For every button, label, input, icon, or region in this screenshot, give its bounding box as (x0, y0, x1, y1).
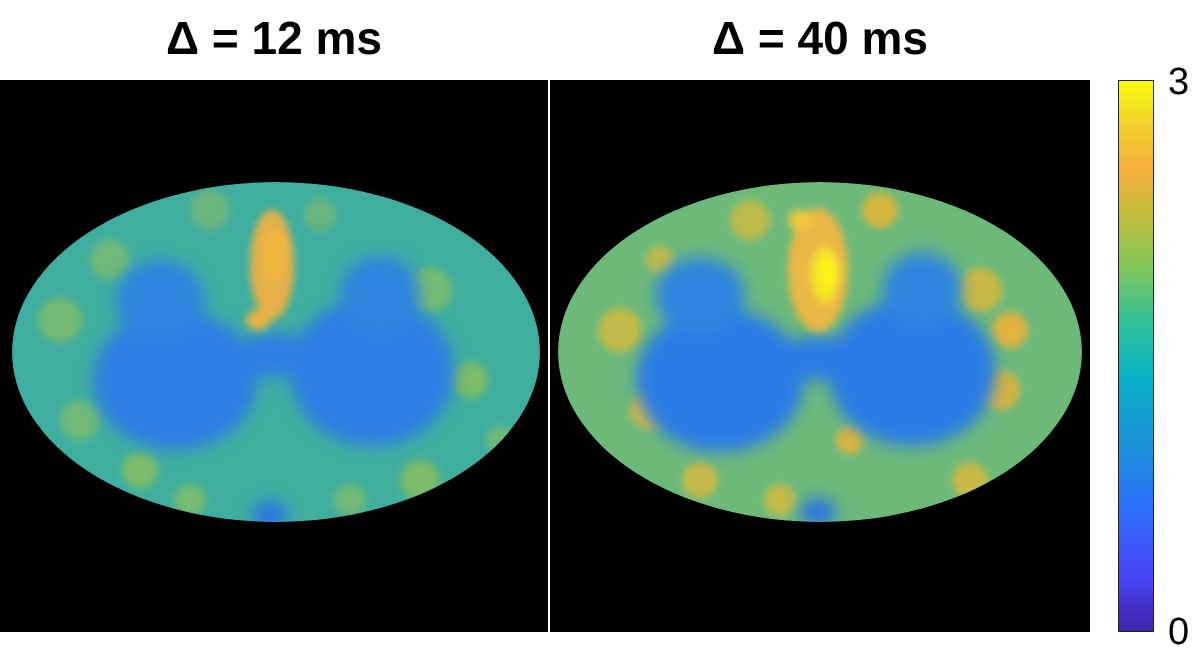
panel-title-left: Δ = 12 ms (166, 12, 382, 64)
spinal-cord-map-right (550, 80, 1090, 632)
colorbar-max-label: 3 (1168, 61, 1190, 103)
spinal-cord-map-left (0, 80, 548, 632)
image-panel-left (0, 80, 548, 632)
colorbar (1118, 80, 1154, 632)
image-panel-right (550, 80, 1090, 632)
colorbar-min-label: 0 (1168, 611, 1190, 653)
panel-title-right: Δ = 40 ms (712, 12, 928, 64)
